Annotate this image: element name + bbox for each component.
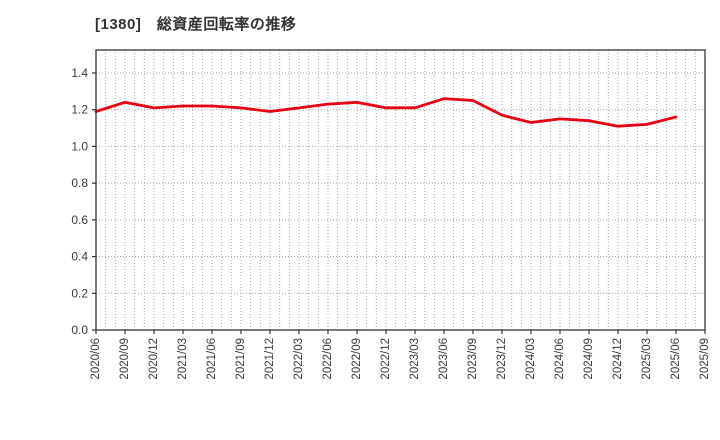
chart-title: [1380] 総資産回転率の推移 bbox=[95, 16, 297, 33]
y-tick-label: 1.0 bbox=[71, 139, 88, 153]
x-tick-label: 2021/06 bbox=[206, 338, 218, 380]
y-tick-label: 0.8 bbox=[71, 176, 88, 190]
x-tick-label: 2022/12 bbox=[380, 338, 392, 380]
y-tick-label: 0.0 bbox=[71, 323, 88, 337]
series-line bbox=[94, 97, 678, 128]
x-tick-label: 2022/03 bbox=[293, 338, 305, 380]
y-tick-label: 0.2 bbox=[71, 286, 88, 300]
x-tick-label: 2025/06 bbox=[670, 338, 682, 380]
x-tick-label: 2024/09 bbox=[583, 338, 595, 380]
x-tick-label: 2021/09 bbox=[235, 338, 247, 380]
x-tick-label: 2025/03 bbox=[641, 338, 653, 380]
x-tick-label: 2023/09 bbox=[467, 338, 479, 380]
y-tick-label: 1.4 bbox=[71, 66, 88, 80]
y-tick-label: 0.6 bbox=[71, 213, 88, 227]
plot-frame bbox=[95, 49, 706, 331]
y-tick-label: 1.2 bbox=[71, 103, 88, 117]
x-tick-label: 2022/06 bbox=[322, 338, 334, 380]
x-tick-label: 2025/09 bbox=[699, 338, 711, 380]
x-tick-label: 2024/03 bbox=[525, 338, 537, 380]
x-tick-label: 2022/09 bbox=[351, 338, 363, 380]
x-tick-label: 2021/12 bbox=[264, 338, 276, 380]
x-tick-label: 2020/06 bbox=[90, 338, 102, 380]
x-tick-label: 2023/12 bbox=[496, 338, 508, 380]
x-tick-label: 2023/03 bbox=[409, 338, 421, 380]
x-tick-label: 2021/03 bbox=[177, 338, 189, 380]
x-tick-label: 2020/12 bbox=[148, 338, 160, 380]
x-tick-label: 2024/06 bbox=[554, 338, 566, 380]
x-tick-label: 2023/06 bbox=[438, 338, 450, 380]
x-tick-label: 2024/12 bbox=[612, 338, 624, 380]
y-tick-label: 0.4 bbox=[71, 250, 88, 264]
x-tick-label: 2020/09 bbox=[119, 338, 131, 380]
